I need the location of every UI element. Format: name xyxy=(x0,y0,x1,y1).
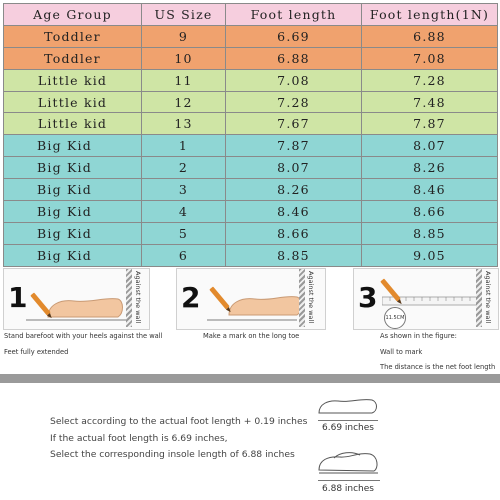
floor-line xyxy=(207,319,297,321)
cell-us-size: 4 xyxy=(141,200,226,223)
cell-us-size: 2 xyxy=(141,156,226,180)
cell-age-group: Big Kid xyxy=(3,243,142,267)
step-1-caption: Stand barefoot with your heels against t… xyxy=(4,332,163,340)
cell-us-size: 12 xyxy=(141,90,226,114)
step-3-caption: As shown in the figure: xyxy=(380,332,457,340)
cell-us-size: 6 xyxy=(141,243,226,267)
cell-insole-length: 8.26 xyxy=(361,156,498,180)
measure-line xyxy=(318,420,378,421)
cell-us-size: 10 xyxy=(141,46,226,70)
cell-insole-length: 8.85 xyxy=(361,221,498,245)
ruler-zoom-label: 11.5CM xyxy=(384,307,406,329)
cell-insole-length: 8.07 xyxy=(361,134,498,158)
wall-label: Against the wall xyxy=(307,271,315,324)
table-row: Big Kid 6 8.85 9.05 xyxy=(3,243,498,267)
cell-insole-length: 8.66 xyxy=(361,200,498,223)
step-1-caption-2: Feet fully extended xyxy=(4,348,69,356)
table-row: Toddler 10 6.88 7.08 xyxy=(3,46,498,70)
wall-icon xyxy=(299,269,305,327)
cell-us-size: 1 xyxy=(141,134,226,158)
step-1-illustration: 1 Against the wall xyxy=(3,268,150,330)
floor-line xyxy=(26,319,126,321)
cell-age-group: Big Kid xyxy=(3,134,142,158)
cell-insole-length: 9.05 xyxy=(361,243,498,267)
table-row: Toddler 9 6.69 6.88 xyxy=(3,24,498,48)
cell-foot-length: 8.46 xyxy=(225,200,362,223)
wall-icon xyxy=(476,269,482,327)
cell-age-group: Toddler xyxy=(3,24,142,48)
table-row: Little kid 13 7.67 7.87 xyxy=(3,112,498,136)
cell-foot-length: 7.87 xyxy=(225,134,362,158)
cell-foot-length: 7.67 xyxy=(225,112,362,136)
cell-insole-length: 7.87 xyxy=(361,112,498,136)
step-2-caption: Make a mark on the long toe xyxy=(203,332,300,340)
table-row: Little kid 11 7.08 7.28 xyxy=(3,68,498,92)
cell-us-size: 3 xyxy=(141,178,226,202)
cell-age-group: Little kid xyxy=(3,112,142,136)
header-foot-length: Foot length xyxy=(225,3,362,26)
ruler-icon xyxy=(382,296,478,306)
measure-line xyxy=(318,480,380,481)
foot-length-label: 6.69 inches xyxy=(322,423,374,433)
cell-age-group: Toddler xyxy=(3,46,142,70)
step-number: 1 xyxy=(8,281,28,314)
wall-label: Against the wall xyxy=(484,271,492,324)
cell-foot-length: 7.28 xyxy=(225,90,362,114)
cell-age-group: Big Kid xyxy=(3,221,142,245)
header-foot-length-1n: Foot length(1N) xyxy=(361,3,498,26)
step-3-caption-2: Wall to mark xyxy=(380,348,423,356)
table-header-row: Age Group US Size Foot length Foot lengt… xyxy=(3,3,498,26)
cell-foot-length: 8.26 xyxy=(225,178,362,202)
table-row: Big Kid 5 8.66 8.85 xyxy=(3,221,498,245)
cell-age-group: Big Kid xyxy=(3,200,142,223)
size-chart-table: Age Group US Size Foot length Foot lengt… xyxy=(3,3,498,267)
cell-insole-length: 6.88 xyxy=(361,24,498,48)
step-number: 3 xyxy=(358,281,378,314)
cell-us-size: 11 xyxy=(141,68,226,92)
step-3-caption-3: The distance is the net foot length xyxy=(380,363,496,371)
note-line-3: Select the corresponding insole length o… xyxy=(50,449,295,460)
cell-age-group: Little kid xyxy=(3,68,142,92)
table-row: Big Kid 1 7.87 8.07 xyxy=(3,134,498,158)
header-age-group: Age Group xyxy=(3,3,142,26)
cell-foot-length: 6.88 xyxy=(225,46,362,70)
table-row: Big Kid 3 8.26 8.46 xyxy=(3,178,498,202)
cell-us-size: 9 xyxy=(141,24,226,48)
wall-icon xyxy=(126,269,132,327)
table-row: Big Kid 4 8.46 8.66 xyxy=(3,200,498,223)
cell-age-group: Big Kid xyxy=(3,178,142,202)
note-line-1: Select according to the actual foot leng… xyxy=(50,416,308,427)
cell-age-group: Little kid xyxy=(3,90,142,114)
step-3-illustration: 3 11.5CM Against the wall xyxy=(353,268,499,330)
cell-us-size: 5 xyxy=(141,221,226,245)
cell-age-group: Big Kid xyxy=(3,156,142,180)
cell-foot-length: 8.07 xyxy=(225,156,362,180)
cell-us-size: 13 xyxy=(141,112,226,136)
cell-insole-length: 7.28 xyxy=(361,68,498,92)
header-us-size: US Size xyxy=(141,3,226,26)
section-divider xyxy=(0,374,500,383)
cell-insole-length: 7.48 xyxy=(361,90,498,114)
cell-insole-length: 8.46 xyxy=(361,178,498,202)
table-row: Little kid 12 7.28 7.48 xyxy=(3,90,498,114)
foot-icon xyxy=(318,399,377,414)
cell-insole-length: 7.08 xyxy=(361,46,498,70)
step-2-illustration: 2 Against the wall xyxy=(176,268,326,330)
shoe-icon xyxy=(318,452,378,474)
cell-foot-length: 7.08 xyxy=(225,68,362,92)
note-line-2: If the actual foot length is 6.69 inches… xyxy=(50,433,228,444)
step-number: 2 xyxy=(181,281,201,314)
foot-icon xyxy=(47,298,123,318)
cell-foot-length: 6.69 xyxy=(225,24,362,48)
cell-foot-length: 8.85 xyxy=(225,243,362,267)
insole-length-label: 6.88 inches xyxy=(322,484,374,494)
wall-label: Against the wall xyxy=(134,271,142,324)
table-row: Big Kid 2 8.07 8.26 xyxy=(3,156,498,180)
foot-icon xyxy=(228,296,302,316)
cell-foot-length: 8.66 xyxy=(225,221,362,245)
